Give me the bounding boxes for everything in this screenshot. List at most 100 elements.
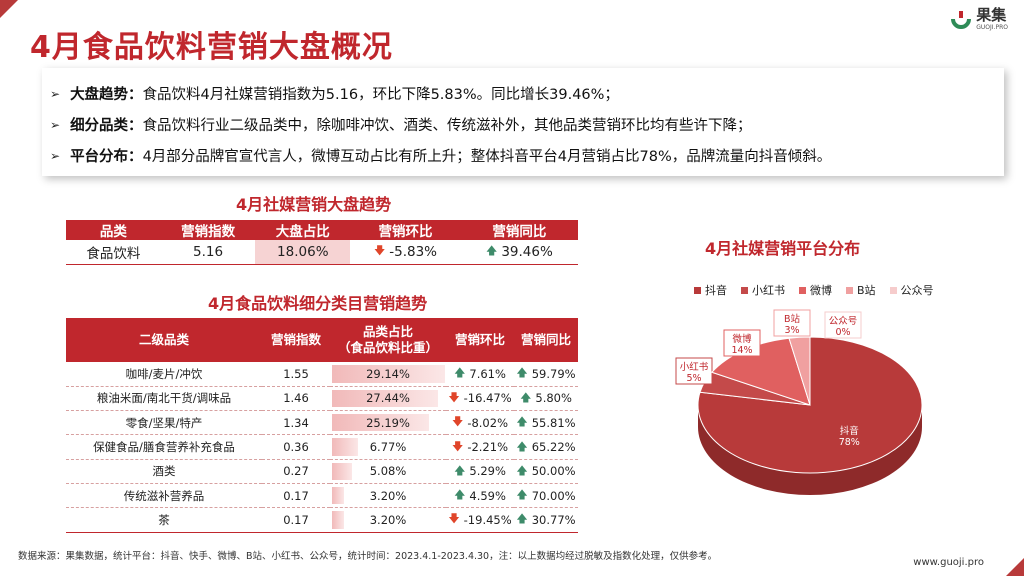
legend-swatch [799,286,806,294]
up-arrow-icon: 🡅 [516,512,528,526]
pie-label-name: 小红书 [680,361,709,373]
cell-yoy: 🡅 5.80% [514,386,578,412]
pie-legend: 抖音 小红书 微博 B站 公众号 [694,282,934,298]
table-row: 保健食品/膳食营养补充食品 0.36 6.77% 🡇 -2.21% 🡅 65.22% [66,434,578,460]
yoy-value: 70.00% [531,488,576,503]
share-bar [332,365,445,383]
cell-share: 27.44% [330,386,446,412]
summary-row: ➢ 细分品类： 食品饮料行业二级品类中，除咖啡冲饮、酒类、传统滋补外，其他品类营… [50,109,1004,140]
legend-item: B站 [846,282,876,298]
col-header: （食品饮料比重） [337,340,438,355]
arrow-bullet-icon: ➢ [50,117,61,132]
share-value: 29.14% [366,366,410,381]
col-header: 营销指数 [160,220,256,240]
cell-category: 咖啡/麦片/冲饮 [66,362,262,387]
down-arrow-icon: 🡇 [448,390,460,404]
site-url: www.guoji.pro [913,557,984,568]
pie-label-box [723,329,761,357]
cell-mom: 🡅 4.59% [446,483,514,509]
yoy-value: 55.81% [531,415,576,430]
share-bar [332,462,352,480]
cell-index: 0.36 [262,434,330,460]
cell-category: 酒类 [66,459,262,484]
legend-item: 抖音 [694,282,727,298]
legend-swatch [694,286,701,294]
logo-icon [950,9,972,31]
logo-sub: GUOJI.PRO [976,24,1008,31]
legend-item: 微博 [799,282,832,298]
pie-label: B站3% [773,309,811,337]
summary-label: 大盘趋势： [70,87,143,103]
legend-swatch [741,286,748,294]
pie-label-name: 微博 [732,333,752,345]
market-trend-title: 4月社媒营销大盘趋势 [236,195,392,214]
down-arrow-icon: 🡇 [452,415,464,429]
cell-mom: 🡅 5.29% [446,459,514,484]
cell-index: 0.17 [262,507,330,533]
legend-swatch [846,286,853,294]
pie-label-box [824,311,862,339]
pie-label-name: B站 [784,313,801,325]
cell-yoy: 🡅 55.81% [514,410,578,436]
share-bar [332,486,345,505]
logo-name: 果集 [976,6,1007,24]
up-arrow-icon: 🡅 [516,488,528,502]
up-arrow-icon: 🡅 [486,244,498,258]
cell-yoy: 🡅 39.46% [460,240,578,265]
pie-label-value: 5% [686,373,701,384]
cell-index: 0.17 [262,483,330,509]
cell-mom: 🡅 7.61% [446,362,514,387]
table-row: 传统滋补营养品 0.17 3.20% 🡅 4.59% 🡅 70.00% [66,483,578,509]
summary-text: 食品饮料4月社媒营销指数为5.16，环比下降5.83%。同比增长39.46%； [142,87,619,103]
footer-source: 数据来源：果集数据，统计平台：抖音、快手、微博、B站、小红书、公众号，统计时间：… [18,551,718,562]
col-header: 二级品类 [66,318,262,362]
legend-label: 微博 [810,284,832,297]
summary-text: 4月部分品牌官宣代言人，微博互动占比有所上升；整体抖音平台4月营销占比78%，品… [142,149,832,165]
cell-yoy: 🡅 50.00% [514,459,578,484]
pie-label-value: 78% [839,437,860,448]
col-header: 大盘占比 [255,220,351,240]
pie-label-box [773,309,811,337]
page-title: 4月食品饮料营销大盘概况 [30,30,393,65]
share-value: 6.77% [369,440,407,455]
legend-label: 公众号 [900,284,934,297]
cell-share: 6.77% [330,434,446,460]
table-row: 茶 0.17 3.20% 🡇 -19.45% 🡅 30.77% [66,507,578,533]
cell-share: 18.06% [255,240,351,265]
col-header: 品类占比 [362,323,413,339]
col-header: 营销环比 [350,220,461,240]
summary-row: ➢ 大盘趋势： 食品饮料4月社媒营销指数为5.16，环比下降5.83%。同比增长… [50,78,1004,109]
legend-item: 公众号 [889,282,934,298]
col-header-share: 品类占比 （食品饮料比重） [330,318,446,362]
up-arrow-icon: 🡅 [516,366,528,380]
yoy-value: 50.00% [531,464,576,479]
yoy-value: 5.80% [535,391,572,406]
cell-yoy: 🡅 70.00% [514,483,578,509]
pie-title: 4月社媒营销平台分布 [705,239,861,258]
cell-share: 5.08% [330,459,446,484]
share-value: 27.44% [366,391,410,406]
mom-value: -5.83% [389,243,438,260]
cell-yoy: 🡅 30.77% [514,507,578,533]
share-value: 3.20% [369,488,407,503]
share-bar [332,389,439,408]
down-arrow-icon: 🡇 [448,512,460,526]
share-value: 3.20% [369,512,407,527]
table-row: 粮油米面/南北干货/调味品 1.46 27.44% 🡇 -16.47% 🡅 5.80% [66,386,578,412]
table-row: 零食/坚果/特产 1.34 25.19% 🡇 -8.02% 🡅 55.81% [66,410,578,436]
cell-index: 0.27 [262,459,330,484]
share-bar [332,414,430,432]
yoy-value: 30.77% [531,512,576,527]
share-bar [332,438,359,456]
pie-label-value: 3% [784,325,799,336]
table-header-row: 品类 营销指数 大盘占比 营销环比 营销同比 [66,220,578,240]
pie-label-name: 公众号 [829,316,858,327]
pie-label-name: 抖音 [840,425,859,437]
cell-mom: 🡇 -16.47% [446,386,514,412]
cell-share: 29.14% [330,362,446,387]
table-row: 食品饮料 5.16 18.06% 🡇 -5.83% 🡅 39.46% [66,240,578,265]
cell-mom: 🡇 -2.21% [446,434,514,460]
up-arrow-icon: 🡅 [454,488,466,502]
